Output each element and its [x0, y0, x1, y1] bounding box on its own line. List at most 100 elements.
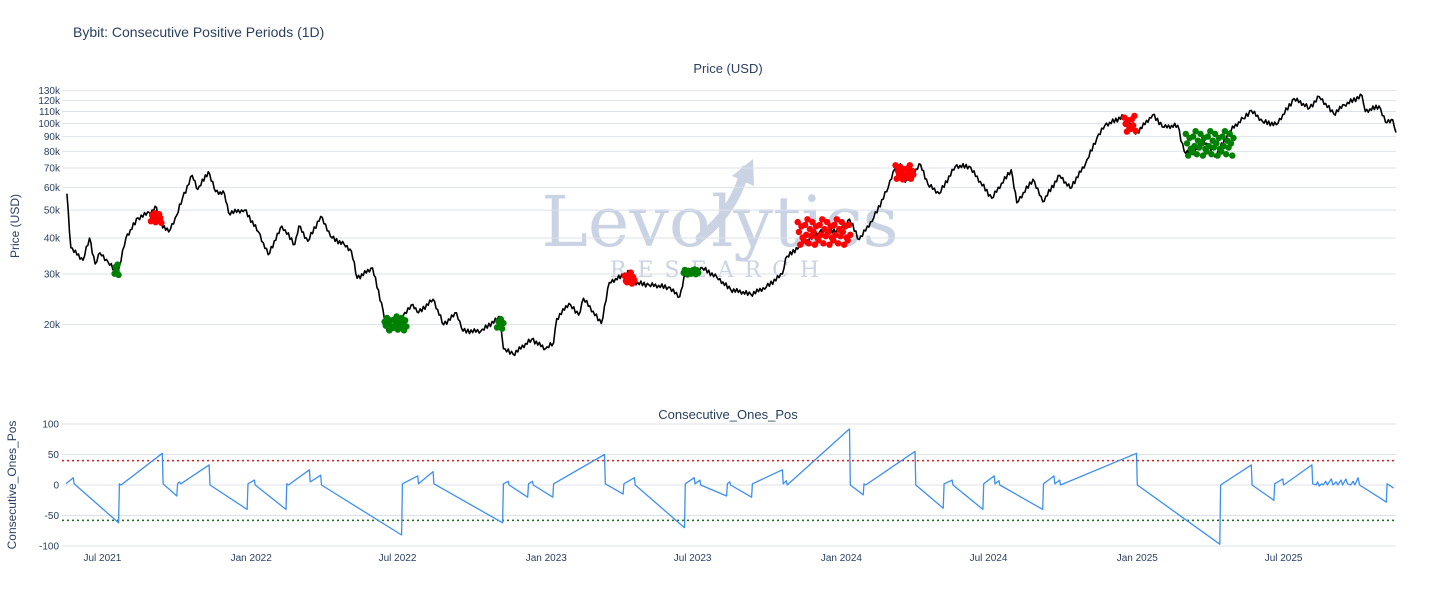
- indicator-panel: Consecutive_Ones_Pos Consecutive_Ones_Po…: [5, 407, 1396, 564]
- indicator-y-tick-label: 50: [48, 450, 60, 461]
- positive-marker: [403, 323, 410, 330]
- positive-marker: [1208, 151, 1215, 158]
- negative-marker: [847, 231, 854, 238]
- positive-marker: [695, 269, 702, 276]
- negative-marker: [826, 241, 833, 248]
- positive-marker: [114, 261, 121, 268]
- negative-marker: [906, 162, 913, 169]
- indicator-y-tick-label: 100: [42, 420, 59, 431]
- positive-marker: [1191, 142, 1198, 150]
- negative-marker: [794, 218, 801, 226]
- indicator-gridlines: [62, 423, 1396, 547]
- watermark-brand: Levolytics: [541, 181, 898, 263]
- negative-marker: [803, 231, 810, 238]
- negative-marker: [810, 228, 817, 236]
- positive-marker: [1205, 142, 1213, 150]
- negative-marker: [892, 162, 899, 169]
- positive-marker: [498, 325, 506, 332]
- x-tick-label: Jul 2024: [970, 553, 1008, 564]
- positive-marker: [1193, 151, 1201, 158]
- positive-marker: [1221, 128, 1229, 135]
- positive-marker: [1188, 148, 1196, 155]
- price-y-tick-label: 80k: [44, 147, 61, 158]
- positive-marker: [1203, 148, 1210, 155]
- positive-marker: [1213, 140, 1220, 147]
- x-tick-label: Jan 2025: [1117, 553, 1159, 564]
- positive-marker: [1182, 130, 1190, 138]
- negative-marker: [804, 216, 811, 223]
- negative-marker: [844, 237, 851, 244]
- negative-marker: [805, 240, 812, 247]
- price-y-tick-label: 50k: [44, 206, 61, 217]
- negative-marker: [800, 237, 807, 244]
- x-tick-labels: Jul 2021 Jan 2022 Jul 2022 Jan 2023 Jul 2023…: [83, 553, 1302, 564]
- negative-marker: [815, 237, 822, 244]
- negative-marker: [830, 237, 837, 244]
- price-y-tick-label: 40k: [44, 234, 61, 245]
- negative-marker: [1132, 127, 1139, 134]
- negative-marker: [825, 228, 832, 236]
- price-y-tick-label: 30k: [44, 269, 61, 280]
- positive-marker: [500, 319, 507, 327]
- negative-marker: [838, 218, 845, 226]
- negative-marker: [816, 221, 823, 229]
- negative-marker: [834, 240, 842, 247]
- positive-marker: [1192, 128, 1199, 135]
- positive-marker: [1198, 140, 1205, 147]
- x-tick-label: Jul 2025: [1265, 553, 1303, 564]
- negative-marker: [832, 231, 839, 238]
- positive-marker: [1199, 152, 1207, 159]
- negative-marker: [817, 231, 825, 238]
- positive-marker: [115, 271, 122, 279]
- positive-marker: [1214, 152, 1221, 159]
- price-panel: Price (USD) Price (USD) 20k 30k 40k 50k 60k 7…: [8, 61, 1397, 357]
- indicator-threshold-lines: [62, 459, 1396, 522]
- watermark-arrowhead-icon: [732, 159, 754, 186]
- positive-marker: [1220, 142, 1227, 150]
- positive-marker: [1185, 152, 1192, 159]
- negative-marker: [1131, 112, 1138, 120]
- positive-marker: [1229, 152, 1236, 159]
- negative-marker: [820, 240, 827, 247]
- positive-marker: [1227, 140, 1235, 147]
- positive-marker: [402, 317, 409, 324]
- negative-marker: [795, 228, 803, 236]
- negative-marker: [157, 214, 164, 222]
- positive-marker: [1230, 134, 1237, 142]
- price-y-tick-label: 120k: [38, 96, 61, 107]
- indicator-y-tick-labels: -100 -50 0 50 100: [39, 420, 59, 553]
- price-y-axis-title: Price (USD): [8, 194, 22, 258]
- price-gridlines: [62, 90, 1396, 326]
- negative-marker: [809, 218, 816, 226]
- x-tick-label: Jan 2023: [526, 553, 568, 564]
- price-y-tick-label: 130k: [38, 86, 61, 97]
- price-panel-title: Price (USD): [693, 61, 762, 76]
- negative-marker: [801, 221, 809, 229]
- indicator-y-tick-label: -50: [45, 511, 60, 522]
- price-y-tick-label: 70k: [44, 164, 61, 175]
- negative-marker: [158, 219, 165, 226]
- negative-marker: [811, 241, 818, 248]
- positive-marker: [393, 313, 400, 320]
- positive-marker: [1189, 133, 1197, 140]
- price-y-tick-label: 100k: [38, 119, 61, 130]
- chart-title: Bybit: Consecutive Positive Periods (1D): [73, 24, 325, 40]
- negative-marker: [839, 228, 847, 236]
- indicator-y-tick-label: -100: [39, 542, 59, 553]
- indicator-line: [65, 428, 1394, 545]
- x-tick-label: Jul 2022: [379, 553, 417, 564]
- positive-marker: [1226, 130, 1234, 138]
- indicator-panel-title: Consecutive_Ones_Pos: [658, 407, 798, 422]
- positive-marker: [1204, 133, 1212, 140]
- positive-marker: [1211, 130, 1219, 138]
- price-signal-markers: [111, 112, 1237, 334]
- negative-marker: [631, 277, 638, 284]
- negative-marker: [797, 241, 804, 248]
- price-line: [66, 93, 1397, 357]
- positive-marker: [1183, 140, 1191, 147]
- negative-marker: [841, 241, 848, 248]
- positive-marker: [1223, 151, 1230, 158]
- negative-marker: [833, 216, 840, 223]
